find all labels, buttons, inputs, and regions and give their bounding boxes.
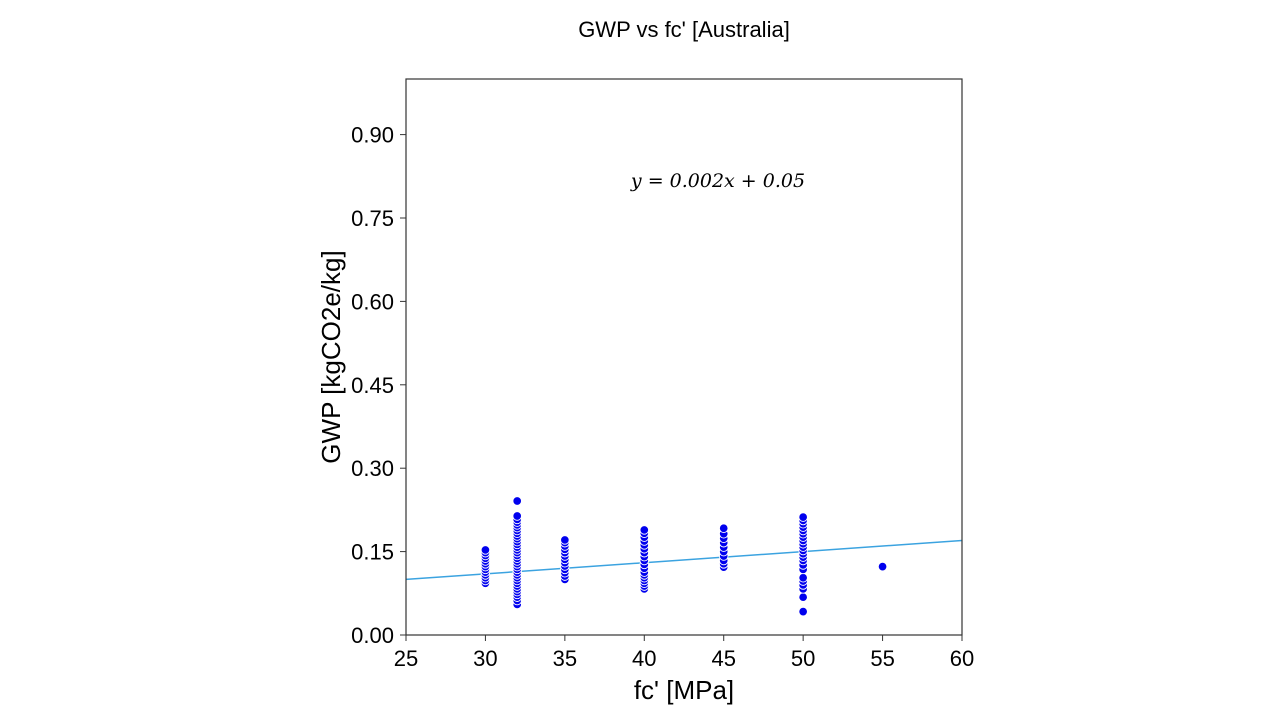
regression-equation: y = 0.002x + 0.05	[630, 170, 805, 192]
data-point	[512, 496, 522, 506]
y-tick-label: 0.60	[351, 289, 394, 314]
data-point	[480, 545, 491, 555]
trendline	[405, 539, 963, 581]
x-axis-label: fc' [MPa]	[634, 675, 734, 705]
x-tick-label: 55	[870, 646, 894, 671]
y-tick-label: 0.45	[351, 373, 394, 398]
data-point	[798, 512, 808, 522]
x-tick-label: 60	[950, 646, 974, 671]
y-tick-label: 0.00	[351, 623, 394, 648]
data-point	[877, 561, 888, 572]
x-tick-label: 40	[632, 646, 656, 671]
plot-frame	[405, 78, 963, 636]
y-tick-label: 0.15	[351, 540, 394, 565]
data-point	[639, 525, 650, 535]
x-tick-label: 50	[791, 646, 815, 671]
y-axis-ticks: 0.00 0.15 0.30 0.45 0.60 0.75 0.90	[351, 123, 406, 648]
x-tick-label: 25	[394, 646, 418, 671]
data-points-layer	[480, 496, 888, 617]
trendline-layer	[405, 539, 963, 581]
x-tick-label: 35	[553, 646, 577, 671]
x-tick-label: 45	[711, 646, 735, 671]
data-point	[798, 592, 808, 602]
y-tick-label: 0.75	[351, 206, 394, 231]
x-axis-ticks: 25 30 35 40 45 50 55 60	[394, 635, 974, 671]
chart-title: GWP vs fc' [Australia]	[578, 17, 790, 42]
data-point	[560, 535, 570, 545]
data-point	[798, 606, 808, 617]
y-tick-label: 0.30	[351, 456, 394, 481]
y-tick-label: 0.90	[351, 123, 394, 148]
data-point	[718, 523, 729, 533]
x-tick-label: 30	[473, 646, 497, 671]
data-point	[512, 511, 522, 521]
y-axis-label: GWP [kgCO2e/kg]	[316, 250, 346, 463]
data-point	[798, 572, 808, 583]
